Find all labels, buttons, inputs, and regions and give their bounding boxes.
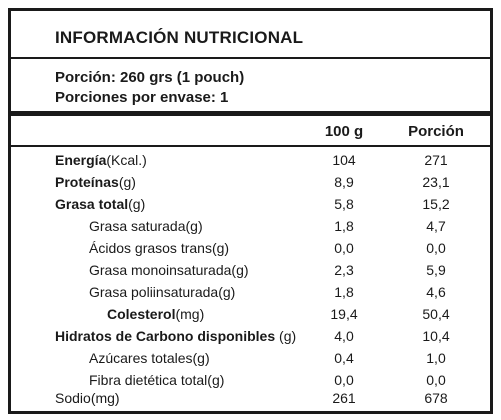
column-header-100g: 100 g xyxy=(324,123,364,140)
nutrient-label: Grasa total(g) xyxy=(55,196,145,212)
value-portion: 1,0 xyxy=(426,350,446,366)
nutrient-label: Fibra dietética total(g) xyxy=(89,372,224,388)
nutrient-unit: (g) xyxy=(207,372,225,388)
nutrient-row-hidratos-de-carbono: Hidratos de Carbono disponibles (g) 4,0 … xyxy=(11,328,490,350)
nutrient-label: Colesterol(mg) xyxy=(107,306,204,322)
nutrient-unit: (g) xyxy=(211,240,230,256)
value-100g: 2,3 xyxy=(334,262,354,278)
nutrient-row-grasa-saturada: Grasa saturada(g) 1,8 4,7 xyxy=(11,218,490,240)
nutrient-label: Proteínas(g) xyxy=(55,174,136,190)
header-divider xyxy=(11,145,490,147)
nutrient-label: Energía(Kcal.) xyxy=(55,152,147,168)
nutrient-name: Hidratos de Carbono disponibles xyxy=(55,328,276,344)
nutrient-name: Grasa saturada xyxy=(89,218,186,234)
nutrient-name: Proteínas xyxy=(55,174,119,190)
value-portion: 4,7 xyxy=(426,218,446,234)
nutrient-row-grasa-poliinsaturada: Grasa poliinsaturada(g) 1,8 4,6 xyxy=(11,284,490,306)
value-portion: 0,0 xyxy=(426,372,446,388)
value-portion: 10,4 xyxy=(422,328,450,344)
value-100g: 1,8 xyxy=(334,284,354,300)
nutrient-row-grasa-monoinsaturada: Grasa monoinsaturada(g) 2,3 5,9 xyxy=(11,262,490,284)
servings-per-container: Porciones por envase: 1 xyxy=(55,89,229,106)
nutrient-label: Grasa monoinsaturada(g) xyxy=(89,262,249,278)
value-portion: 50,4 xyxy=(422,306,450,322)
nutrient-name: Grasa monoinsaturada xyxy=(89,262,232,278)
nutrient-unit: (g) xyxy=(192,350,210,366)
nutrient-label: Grasa poliinsaturada(g) xyxy=(89,284,235,300)
nutrient-label: Azúcares totales(g) xyxy=(89,350,210,366)
panel-title: INFORMACIÓN NUTRICIONAL xyxy=(55,28,304,47)
nutrient-row-sodio: Sodio(mg) 261 678 xyxy=(11,390,490,412)
value-100g: 19,4 xyxy=(330,306,358,322)
value-portion: 23,1 xyxy=(422,174,450,190)
nutrient-name: Energía xyxy=(55,152,107,168)
nutrient-name: Sodio xyxy=(55,390,91,406)
value-100g: 5,8 xyxy=(334,196,354,212)
nutrient-unit: (g) xyxy=(128,196,146,212)
nutrient-row-acidos-grasos-trans: Ácidos grasos trans(g) 0,0 0,0 xyxy=(11,240,490,262)
nutrition-facts-panel: INFORMACIÓN NUTRICIONAL Porción: 260 grs… xyxy=(8,8,493,414)
nutrient-unit: (Kcal.) xyxy=(106,152,147,168)
nutrient-label: Grasa saturada(g) xyxy=(89,218,203,234)
nutrient-row-colesterol: Colesterol(mg) 19,4 50,4 xyxy=(11,306,490,328)
value-100g: 8,9 xyxy=(334,174,354,190)
nutrient-label: Hidratos de Carbono disponibles (g) xyxy=(55,328,296,344)
nutrient-row-fibra-dietetica: Fibra dietética total(g) 0,0 0,0 xyxy=(11,372,490,394)
value-100g: 1,8 xyxy=(334,218,354,234)
nutrient-unit: (mg) xyxy=(175,306,205,322)
nutrient-unit: (g) xyxy=(118,174,136,190)
nutrient-unit: (g) xyxy=(185,218,203,234)
value-portion: 271 xyxy=(424,152,448,168)
nutrient-unit: (g) xyxy=(279,328,297,344)
nutrient-unit: (g) xyxy=(231,262,249,278)
column-header-portion: Porción xyxy=(408,123,464,140)
nutrient-name: Azúcares totales xyxy=(89,350,193,366)
nutrient-unit: (g) xyxy=(218,284,236,300)
portion-size: Porción: 260 grs (1 pouch) xyxy=(55,69,245,86)
nutrient-label: Ácidos grasos trans(g) xyxy=(89,240,229,256)
value-100g: 0,0 xyxy=(334,240,354,256)
nutrient-label: Sodio(mg) xyxy=(55,390,120,406)
value-portion: 678 xyxy=(424,390,448,406)
value-portion: 0,0 xyxy=(426,240,446,256)
value-portion: 4,6 xyxy=(426,284,446,300)
value-100g: 104 xyxy=(332,152,356,168)
value-portion: 5,9 xyxy=(426,262,446,278)
value-100g: 0,4 xyxy=(334,350,354,366)
nutrient-row-proteinas: Proteínas(g) 8,9 23,1 xyxy=(11,174,490,196)
value-100g: 4,0 xyxy=(334,328,354,344)
value-portion: 15,2 xyxy=(422,196,450,212)
value-100g: 0,0 xyxy=(334,372,354,388)
nutrient-row-azucares-totales: Azúcares totales(g) 0,4 1,0 xyxy=(11,350,490,372)
nutrient-name: Fibra dietética total xyxy=(89,372,208,388)
nutrient-name: Grasa poliinsaturada xyxy=(89,284,219,300)
nutrient-name: Ácidos grasos trans xyxy=(89,240,212,256)
value-100g: 261 xyxy=(332,390,356,406)
nutrient-name: Colesterol xyxy=(107,306,176,322)
nutrient-row-grasa-total: Grasa total(g) 5,8 15,2 xyxy=(11,196,490,218)
nutrient-unit: (mg) xyxy=(90,390,120,406)
nutrient-row-energia: Energía(Kcal.) 104 271 xyxy=(11,152,490,174)
serving-divider xyxy=(11,111,490,116)
nutrient-name: Grasa total xyxy=(55,196,129,212)
title-divider xyxy=(11,57,490,59)
